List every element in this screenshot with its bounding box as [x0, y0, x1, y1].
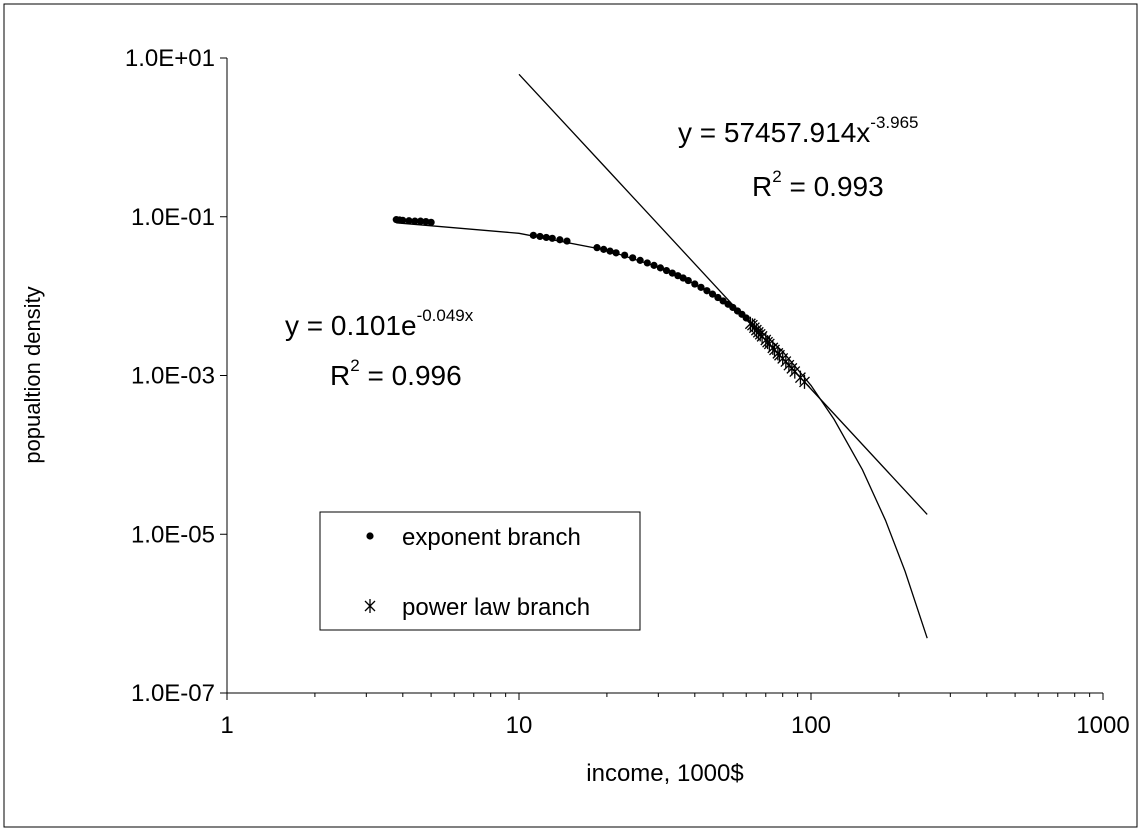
y-tick-label: 1.0E-05 — [131, 521, 215, 548]
x-tick-label: 100 — [791, 712, 831, 739]
trendline — [518, 73, 928, 515]
point — [556, 236, 564, 244]
x-tick-label: 1000 — [1076, 712, 1129, 739]
y-tick-label: 1.0E-03 — [131, 363, 215, 390]
point — [691, 280, 699, 288]
point — [650, 261, 658, 269]
point — [427, 218, 435, 226]
annotation-exponent: 2 — [772, 167, 781, 186]
y-tick-label: 1.0E+01 — [125, 45, 215, 72]
x-axis-title: income, 1000$ — [586, 760, 743, 787]
point — [799, 374, 810, 389]
legend-box — [319, 511, 641, 631]
point — [636, 256, 644, 264]
point — [656, 264, 665, 272]
point — [684, 276, 692, 285]
annotation: y = 57457.914x-3.965 — [678, 113, 918, 148]
point — [612, 249, 620, 257]
point — [548, 234, 556, 242]
annotation: R2 = 0.996 — [330, 356, 462, 391]
point — [536, 232, 544, 241]
point — [643, 259, 651, 267]
y-tick-label: 1.0E-07 — [131, 680, 215, 707]
point — [703, 287, 711, 295]
point — [416, 217, 425, 225]
point — [405, 217, 413, 225]
annotation-base: R — [330, 360, 350, 391]
point — [629, 254, 637, 262]
annotation-exponent: -3.965 — [870, 113, 918, 132]
point — [364, 599, 376, 613]
chart-frame — [3, 3, 1138, 828]
point — [399, 216, 407, 224]
annotation-rest: = 0.993 — [782, 171, 884, 202]
x-tick-label: 10 — [506, 712, 533, 739]
annotation-exponent: 2 — [350, 356, 359, 375]
annotation: R2 = 0.993 — [752, 167, 884, 202]
legend-label: exponent branch — [402, 524, 581, 551]
annotation-base: y = 0.101e — [285, 310, 417, 341]
point — [668, 269, 676, 277]
point — [366, 532, 374, 540]
point — [593, 244, 601, 252]
point — [563, 237, 571, 245]
point — [621, 251, 629, 259]
point — [411, 217, 419, 225]
point — [714, 293, 722, 302]
point — [529, 231, 537, 239]
annotation-base: R — [752, 171, 772, 202]
y-tick-label: 1.0E-01 — [131, 204, 215, 231]
point — [542, 233, 550, 242]
x-tick-label: 1 — [220, 712, 233, 739]
annotation-base: y = 57457.914x — [678, 117, 870, 148]
y-axis-title: popualtion density — [20, 286, 45, 463]
point — [708, 290, 717, 298]
annotation-rest: = 0.996 — [360, 360, 462, 391]
point — [697, 283, 705, 291]
annotation-exponent: -0.049x — [417, 306, 474, 325]
point — [600, 245, 608, 253]
point — [742, 314, 750, 322]
annotation: y = 0.101e-0.049x — [285, 306, 474, 341]
legend-label: power law branch — [402, 594, 590, 621]
point — [662, 266, 671, 275]
point — [606, 247, 614, 255]
